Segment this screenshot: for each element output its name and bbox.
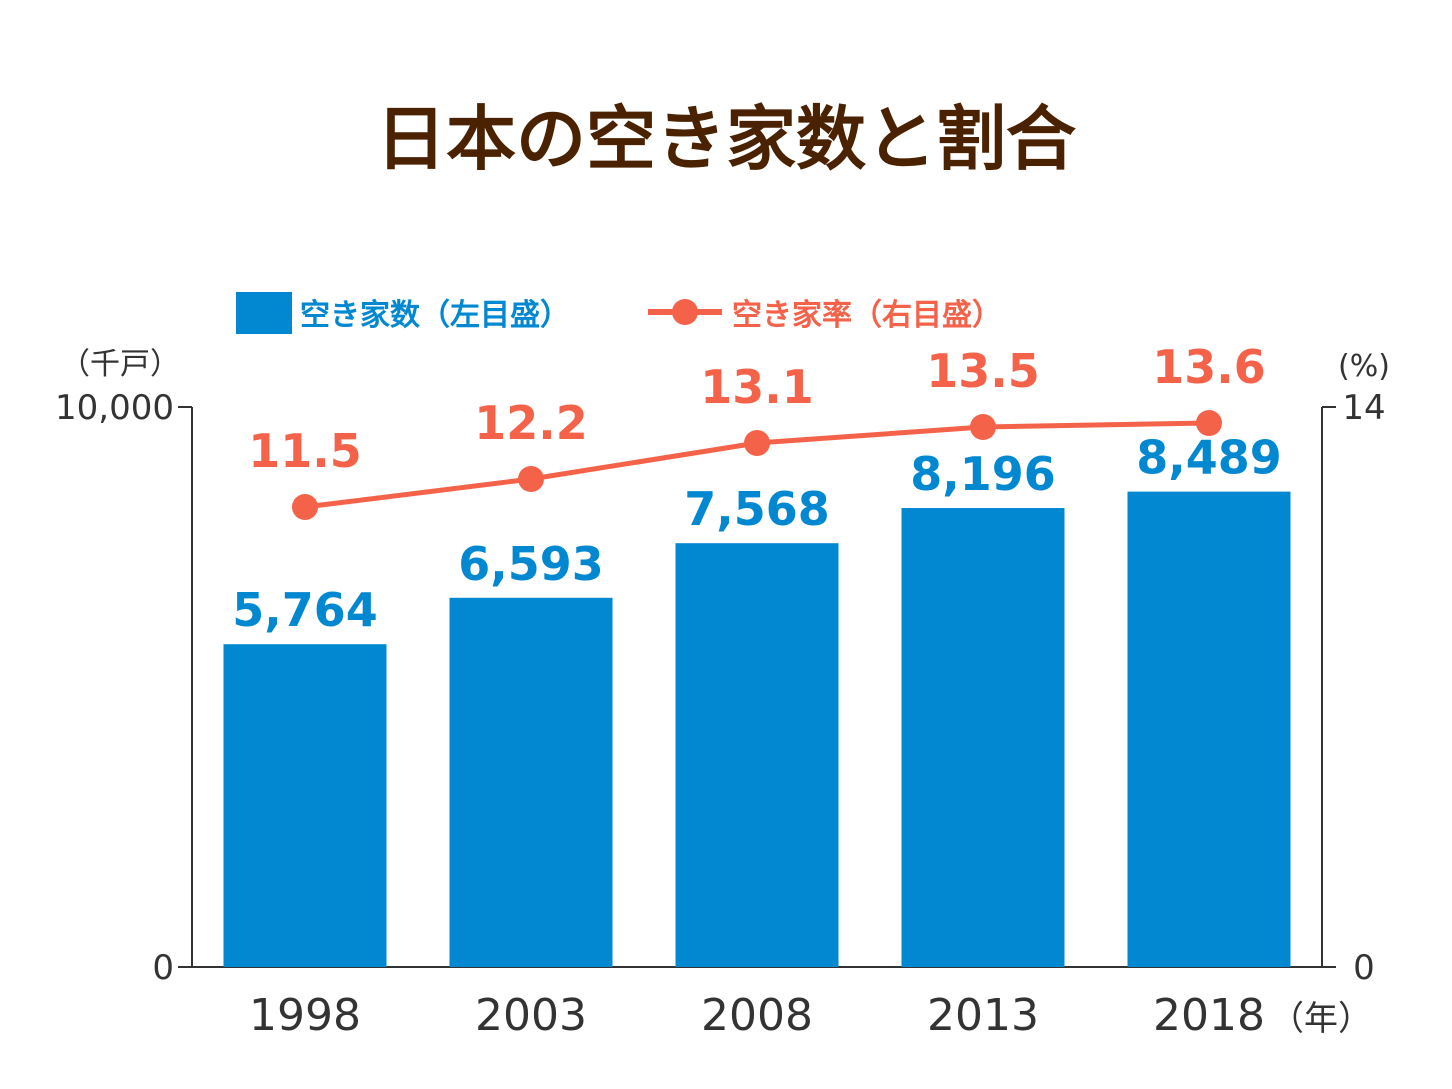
x-tick-label: 2003 — [475, 990, 587, 1041]
bar — [901, 508, 1065, 967]
legend-line-marker — [672, 299, 698, 325]
x-unit: （年） — [1270, 999, 1372, 1039]
bar-value-label: 8,489 — [1136, 431, 1282, 485]
rate-value-label: 12.2 — [474, 396, 588, 450]
bar-value-label: 6,593 — [458, 537, 604, 591]
chart-title: 日本の空き家数と割合 — [376, 98, 1076, 180]
rate-point — [744, 430, 770, 456]
bars — [223, 491, 1291, 967]
y-left-unit: （千戸） — [60, 347, 180, 382]
rate-point — [970, 414, 996, 440]
x-tick-label: 1998 — [249, 990, 361, 1041]
x-tick-label: 2013 — [927, 990, 1039, 1041]
legend: 空き家数（左目盛） 空き家率（右目盛） — [236, 292, 1002, 334]
bar — [223, 644, 387, 967]
bar-value-label: 5,764 — [232, 583, 378, 637]
line-series — [292, 410, 1222, 520]
x-tick-label: 2008 — [701, 990, 813, 1041]
y-left-tick-label: 10,000 — [55, 388, 174, 428]
bar-value-label: 7,568 — [684, 482, 830, 536]
bar-value-label: 8,196 — [910, 447, 1056, 501]
labels: 5,764 6,593 7,568 8,196 8,489 11.5 12.2 13.1 13.… — [232, 340, 1282, 637]
axes: 0 10,000 0 14 1998 2003 2008 2013 2018 — [55, 388, 1386, 1041]
legend-bar-swatch — [236, 292, 292, 334]
bar — [1127, 491, 1291, 967]
y-left-tick-label: 0 — [152, 948, 174, 988]
rate-point — [292, 494, 318, 520]
x-tick-label: 2018 — [1153, 990, 1265, 1041]
rate-point — [518, 466, 544, 492]
bar — [675, 543, 839, 967]
legend-line-label: 空き家率（右目盛） — [732, 298, 1002, 333]
rate-value-label: 13.1 — [700, 360, 814, 414]
legend-bar-label: 空き家数（左目盛） — [300, 298, 570, 333]
rate-value-label: 11.5 — [248, 424, 362, 478]
y-right-unit: (%) — [1338, 349, 1390, 384]
y-right-tick-label: 14 — [1342, 388, 1385, 428]
y-right-tick-label: 0 — [1353, 948, 1375, 988]
rate-value-label: 13.5 — [926, 344, 1040, 398]
rate-point — [1196, 410, 1222, 436]
bar — [449, 597, 613, 967]
rate-value-label: 13.6 — [1152, 340, 1266, 394]
